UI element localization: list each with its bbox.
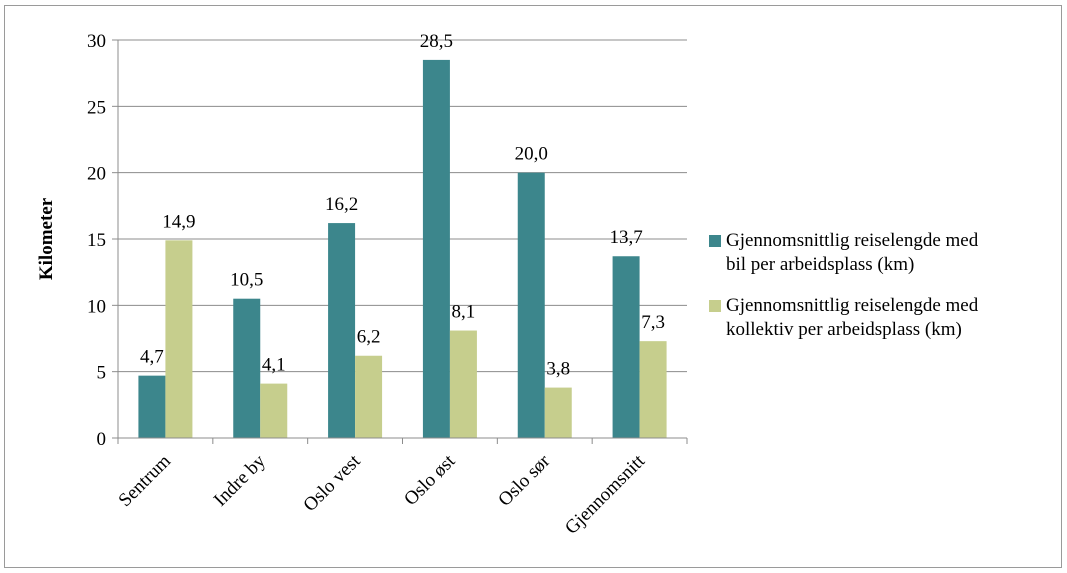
bar-bil: [517, 172, 545, 438]
chart-frame: [4, 5, 1062, 568]
bar-kollektiv: [165, 240, 193, 438]
bar-bil: [422, 59, 450, 439]
legend-swatch: [709, 300, 721, 312]
gridlines: [118, 39, 687, 373]
y-tick-labels: 0 5 10 15 20 25 30: [87, 31, 106, 450]
data-label: 7,3: [641, 312, 665, 333]
bars: [138, 59, 667, 439]
axes: [112, 39, 688, 444]
category-label: Oslo øst: [400, 450, 460, 510]
y-tick-label: 25: [87, 97, 106, 118]
data-label: 10,5: [230, 270, 263, 291]
y-tick-label: 20: [87, 164, 106, 185]
data-label: 4,1: [262, 355, 286, 376]
bar-kollektiv: [639, 341, 667, 438]
category-label: Oslo sør: [494, 450, 554, 510]
data-label: 13,7: [609, 227, 642, 248]
data-label: 14,9: [162, 211, 195, 232]
legend-label: Gjennomsnittlig reiselengde med: [726, 230, 979, 251]
data-label: 28,5: [420, 31, 453, 52]
data-label: 3,8: [546, 359, 570, 380]
y-tick-label: 5: [97, 363, 107, 384]
bar-kollektiv: [260, 383, 288, 438]
bar-kollektiv: [544, 387, 572, 438]
legend-label: kollektiv per arbeidsplass (km): [726, 319, 962, 340]
bar-bil: [612, 256, 640, 438]
bar-bil: [138, 375, 166, 438]
data-labels: 4,7 14,9 10,5 4,1 16,2 6,2 28,5 8,1 20,0 3,8 13,7 7…: [140, 31, 665, 380]
data-label: 8,1: [452, 302, 476, 323]
y-axis-title: Kilometer: [36, 197, 57, 280]
category-label: Sentrum: [115, 451, 176, 512]
category-label: Gjennomsnitt: [561, 450, 650, 539]
y-tick-label: 15: [87, 230, 106, 251]
category-labels: Sentrum Indre by Oslo vest Oslo øst Oslo sør…: [115, 450, 650, 539]
legend: Gjennomsnittlig reiselengde med bil per a…: [709, 230, 979, 340]
legend-label: bil per arbeidsplass (km): [726, 254, 914, 275]
data-label: 6,2: [357, 327, 381, 348]
y-tick-label: 0: [97, 429, 107, 450]
legend-label: Gjennomsnittlig reiselengde med: [726, 295, 979, 316]
y-tick-label: 30: [87, 31, 106, 52]
bar-bil: [233, 298, 261, 438]
bar-kollektiv: [449, 330, 477, 438]
category-label: Oslo vest: [299, 450, 365, 516]
bar-kollektiv: [355, 355, 383, 438]
data-label: 4,7: [140, 347, 164, 368]
data-label: 16,2: [325, 194, 358, 215]
data-label: 20,0: [515, 144, 548, 165]
category-label: Indre by: [210, 450, 270, 510]
legend-swatch: [709, 235, 721, 247]
bar-bil: [328, 223, 356, 438]
y-tick-label: 10: [87, 296, 106, 317]
